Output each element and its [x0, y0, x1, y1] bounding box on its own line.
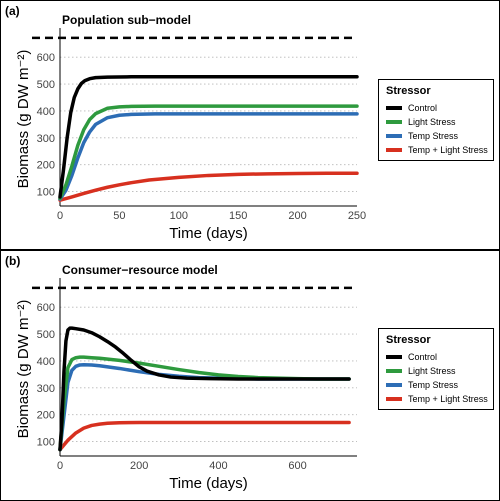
legend-label: Light Stress [408, 117, 456, 127]
legend-label: Control [408, 103, 438, 113]
x-tick-label: 200 [130, 460, 148, 472]
x-tick-label: 0 [57, 210, 63, 222]
x-tick-label: 250 [348, 210, 366, 222]
legend-label: Temp Stress [408, 380, 459, 390]
chart-population-sub-model: Population sub−model 100 200 300 400 500 600 0 5… [15, 13, 366, 242]
x-tick-label: 200 [288, 210, 306, 222]
legend-label: Light Stress [408, 366, 456, 376]
series-line-control [58, 326, 351, 452]
legend-label: Temp + Light Stress [408, 145, 488, 155]
y-tick-label: 600 [37, 302, 55, 314]
legend-item-control: Control [386, 351, 494, 363]
y-tick-label: 200 [37, 410, 55, 422]
legend-key [386, 355, 402, 359]
legend-key [386, 148, 402, 152]
x-tick-label: 600 [288, 460, 306, 472]
series-line-control [58, 75, 359, 199]
y-axis-label: Biomass (g DW m⁻²) [15, 50, 32, 189]
legend-key [386, 106, 402, 110]
legend-item-light-stress: Light Stress [386, 116, 494, 128]
legend-key [386, 120, 402, 124]
chart-title: Consumer−resource model [62, 263, 218, 277]
legend-item-temp-light-stress: Temp + Light Stress [386, 393, 494, 405]
x-tick-label: 400 [209, 460, 227, 472]
panel-label: (a) [5, 4, 20, 18]
y-tick-label: 600 [37, 52, 55, 64]
series-line-temp-light-stress [58, 171, 359, 202]
legend-item-light-stress: Light Stress [386, 365, 494, 377]
legend-key [386, 134, 402, 138]
legend-item-temp-stress: Temp Stress [386, 130, 494, 142]
panel-label: (b) [5, 254, 21, 268]
series-line-temp-stress [58, 112, 359, 201]
x-tick-label: 100 [170, 210, 188, 222]
y-tick-label: 300 [37, 383, 55, 395]
y-tick-label: 400 [37, 356, 55, 368]
y-tick-label: 500 [37, 329, 55, 341]
y-tick-label: 200 [37, 160, 55, 172]
series-line-temp-light-stress [58, 420, 351, 452]
series-line-light-stress [58, 104, 359, 201]
x-axis-label: Time (days) [169, 475, 248, 492]
y-tick-label: 100 [37, 187, 55, 199]
series-line-light-stress [58, 355, 351, 452]
legend-label: Temp Stress [408, 131, 459, 141]
panel-a: Population sub−model 100 200 300 400 500 600 0 5… [0, 0, 500, 250]
y-tick-label: 400 [37, 106, 55, 118]
legend-label: Temp + Light Stress [408, 394, 488, 404]
legend-item-temp-stress: Temp Stress [386, 379, 494, 391]
legend-key [386, 397, 402, 401]
x-tick-label: 150 [229, 210, 247, 222]
legend-label: Control [408, 352, 438, 362]
x-tick-label: 50 [113, 210, 125, 222]
chart-consumer-resource-model: Consumer−resource model 100 200 300 400 500 60… [15, 263, 357, 492]
legend-title: Stressor [386, 85, 431, 97]
panel-b: Consumer−resource model 100 200 300 400 500 60… [0, 250, 500, 501]
y-tick-label: 500 [37, 79, 55, 91]
legend: Stressor Control Light Stress Temp Stres… [378, 79, 494, 161]
legend-key [386, 369, 402, 373]
legend: Stressor Control Light Stress Temp Stres… [378, 328, 494, 410]
x-tick-label: 0 [57, 460, 63, 472]
legend-item-control: Control [386, 102, 494, 114]
x-axis-label: Time (days) [169, 225, 248, 242]
legend-title: Stressor [386, 334, 431, 346]
chart-title: Population sub−model [62, 13, 191, 27]
y-axis-label: Biomass (g DW m⁻²) [15, 300, 32, 439]
legend-key [386, 383, 402, 387]
legend-item-temp-light-stress: Temp + Light Stress [386, 144, 494, 156]
y-tick-label: 300 [37, 133, 55, 145]
y-tick-label: 100 [37, 437, 55, 449]
